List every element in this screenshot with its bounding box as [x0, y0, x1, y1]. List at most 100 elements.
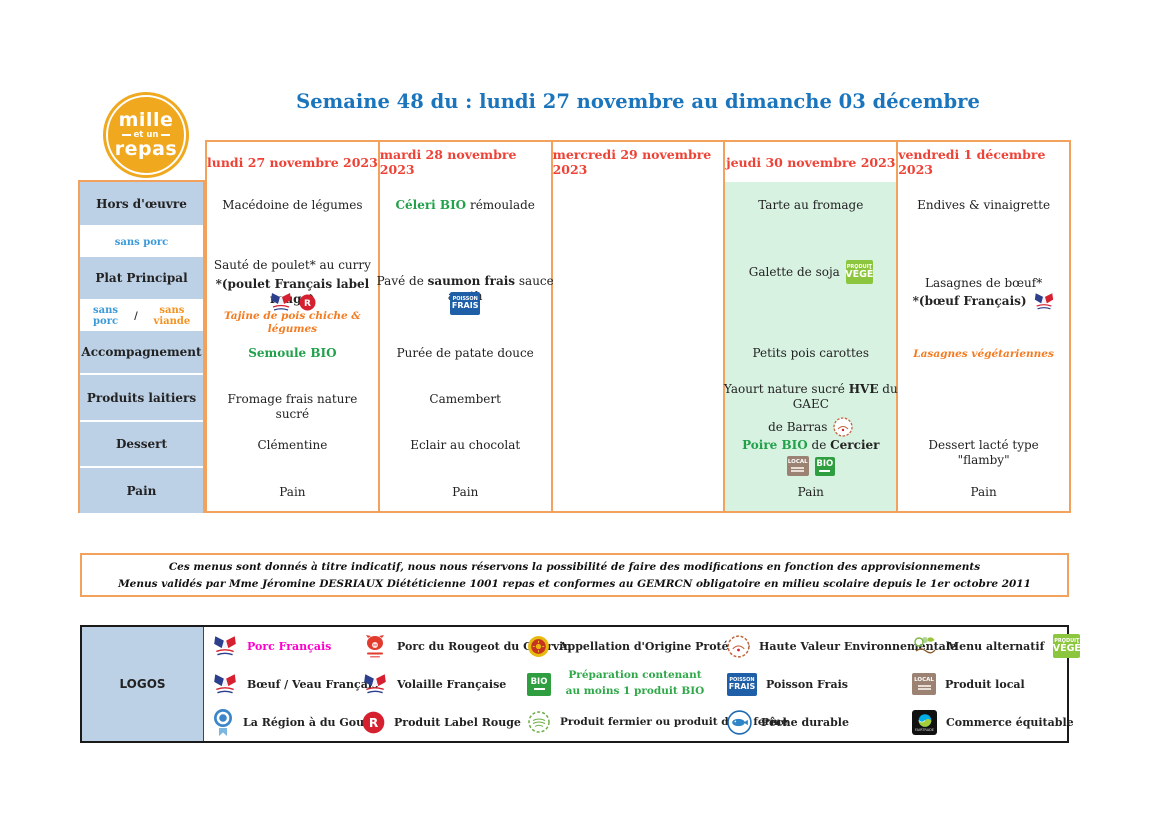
mardi-produits-laitiers: Camembert [429, 392, 501, 406]
poisson-frais-icon: POISSON FRAIS [450, 292, 481, 315]
aop-icon [528, 635, 549, 657]
row-header-pain: Pain [80, 468, 203, 515]
boeuf-veau-francais-icon [213, 673, 237, 694]
produit-vege-legend-icon: PRODUIT VÉGÉ [1053, 634, 1081, 658]
logos-section: LOGOS Porc Français Porc du Rougeot du C… [80, 625, 1081, 743]
porc-francais-icon [213, 635, 237, 656]
mardi-hors-doeuvre: Céleri BIO rémoulade [383, 198, 548, 213]
mardi-hors-green: Céleri BIO [395, 198, 467, 212]
logo-item-region-gout: La Région à du Gout [204, 703, 369, 741]
vendredi-dessert: Dessert lacté type "flamby" [928, 438, 1039, 467]
day-column-lundi: lundi 27 novembre 2023 Macédoine de légu… [207, 142, 378, 511]
label-rouge-legend-icon: R [362, 711, 385, 733]
vendredi-plat-line2-text: *(bœuf Français) [912, 294, 1027, 308]
disclaimer-box: Ces menus sont donnés à titre indicatif,… [80, 553, 1069, 597]
disclaimer-line1: Ces menus sont donnés à titre indicatif,… [168, 560, 981, 573]
mardi-accompagnement: Purée de patate douce [396, 346, 534, 360]
logos-label-cell: LOGOS [82, 627, 204, 741]
logo-item-hve: Haute Valeur Environnementale [719, 627, 957, 665]
produit-fermier-icon [528, 711, 550, 733]
volaille-francaise-legend-icon [363, 673, 387, 694]
poisson-frais-label: Poisson Frais [766, 677, 848, 691]
hve-legend-icon [727, 634, 750, 658]
poisson-icon-text2: FRAIS [451, 301, 479, 310]
svg-text:R: R [304, 299, 311, 309]
row-header-sans-porc-sans-viande: sans porc / sans viande [80, 301, 203, 331]
bio-pam-icon: BIO [527, 672, 551, 696]
vege-icon-text1: PRODUIT [846, 263, 872, 270]
logo-item-aop: Appellation d'Origine Protégée [519, 627, 750, 665]
day-column-mardi: mardi 28 novembre 2023 Céleri BIO rémoul… [376, 142, 554, 511]
logo-item-bio-prep: BIO Préparation contenant au moins 1 pro… [519, 665, 719, 703]
logo-item-fermier: Produit fermier ou produit de la ferme [519, 703, 788, 741]
jeudi-accompagnement: Petits pois carottes [752, 346, 870, 360]
brand-logo: mille et un repas [103, 92, 189, 178]
day-column-mercredi: mercredi 29 novembre 2023 [550, 142, 724, 511]
vendredi-alt-sans-viande: Lasagnes végétariennes [913, 348, 1054, 360]
day-body-lundi: Macédoine de légumes Sauté de poulet* au… [207, 182, 378, 511]
svg-text:R: R [369, 716, 379, 730]
menu-alternatif-sketch-icon [914, 637, 936, 654]
bio-prep-label: Préparation contenant au moins 1 produit… [565, 669, 705, 697]
region-gout-icon [214, 708, 232, 737]
menu-table: lundi 27 novembre 2023 Macédoine de légu… [205, 140, 1071, 513]
day-header-mercredi: mercredi 29 novembre 2023 [552, 142, 724, 182]
day-header-lundi: lundi 27 novembre 2023 [207, 142, 378, 182]
bio-icon: BIO [814, 456, 835, 476]
logo-item-menu-alternatif: Menu alternatif PRODUIT VÉGÉ [904, 627, 1081, 665]
fairtrade-icon: FAIRTRADE [912, 709, 937, 735]
local-icon-text: LOCAL [787, 459, 808, 466]
produit-local-legend-icon: LOCAL [912, 673, 936, 695]
poisson-icon-text1: POISSON [452, 296, 478, 302]
jeudi-plat-text: Galette de soja [748, 264, 840, 279]
row-header-sans-porc: sans porc [80, 227, 203, 257]
mardi-plat-p2: saumon frais [427, 274, 516, 288]
hve-icon [833, 417, 854, 437]
logo-item-volaille: Volaille Française [354, 665, 519, 703]
day-header-jeudi: jeudi 30 novembre 2023 [725, 142, 897, 182]
produit-vege-icon: PRODUIT VÉGÉ [845, 260, 873, 284]
boeuf-francais-icon [1033, 292, 1054, 310]
sans-porc-label2: sans porc [93, 305, 119, 327]
peche-durable-icon [727, 709, 752, 735]
day-column-jeudi: jeudi 30 novembre 2023 Tarte au fromage … [723, 142, 898, 511]
row-header-dessert: Dessert [80, 422, 203, 468]
mardi-hors-rest: rémoulade [466, 198, 535, 212]
logo-item-produit-local: LOCAL Produit local [904, 665, 1067, 703]
logos-row-3: La Région à du Gout R Produit Label Roug… [204, 703, 1074, 741]
porc-francais-label: Porc Français [247, 639, 332, 653]
disclaimer-line2: Menus validés par Mme Jéromine DESRIAUX … [118, 577, 1031, 590]
lundi-plat-icons: R [210, 292, 375, 312]
lundi-alt-sans-viande: Tajine de pois chiche & légumes [223, 310, 361, 336]
logo-item-peche-durable: Pêche durable [719, 703, 904, 741]
produit-local-label: Produit local [945, 677, 1025, 691]
jeudi-dessert-icons: LOCAL BIO [728, 456, 893, 476]
sans-viande-label: sans viande [153, 305, 191, 327]
menu-alternatif-label: Menu alternatif [947, 639, 1045, 653]
mardi-plat-icons: POISSON FRAIS [383, 292, 548, 315]
brand-line2-wrap: et un [121, 130, 171, 140]
separator-label: / [134, 310, 138, 322]
lundi-dessert: Clémentine [257, 438, 328, 452]
volaille-francaise-icon [270, 292, 292, 311]
mardi-plat-p1: Pavé de [376, 274, 428, 288]
vendredi-plat-line2: *(bœuf Français) [901, 292, 1066, 311]
lundi-pain: Pain [279, 485, 306, 499]
lundi-produits-laitiers: Fromage frais nature sucré [227, 392, 358, 421]
rougeot-label: Porc du Rougeot du Charvin [397, 639, 572, 653]
jeudi-dessert: Poire BIO de Cercier [742, 438, 880, 452]
row-header-plat-principal: Plat Principal [80, 257, 203, 301]
bio-icon-text: BIO [816, 459, 834, 470]
row-header-produits-laitiers: Produits laitiers [80, 375, 203, 422]
jeudi-laitiers-line2-text: de Barras [768, 419, 828, 434]
vendredi-hors-doeuvre: Endives & vinaigrette [917, 198, 1051, 212]
day-column-vendredi: vendredi 1 décembre 2023 Endives & vinai… [896, 142, 1069, 511]
day-header-vendredi: vendredi 1 décembre 2023 [898, 142, 1069, 182]
jeudi-laitiers-line1: Yaourt nature sucré HVE du GAEC [723, 382, 898, 411]
mardi-pain: Pain [452, 485, 479, 499]
jeudi-hors-doeuvre: Tarte au fromage [758, 198, 864, 212]
row-header-hors-doeuvre: Hors d'œuvre [80, 182, 203, 227]
aop-label: Appellation d'Origine Protégée [559, 639, 751, 653]
day-body-mardi: Céleri BIO rémoulade Pavé de saumon frai… [376, 182, 554, 511]
brand-line3: repas [114, 138, 178, 160]
